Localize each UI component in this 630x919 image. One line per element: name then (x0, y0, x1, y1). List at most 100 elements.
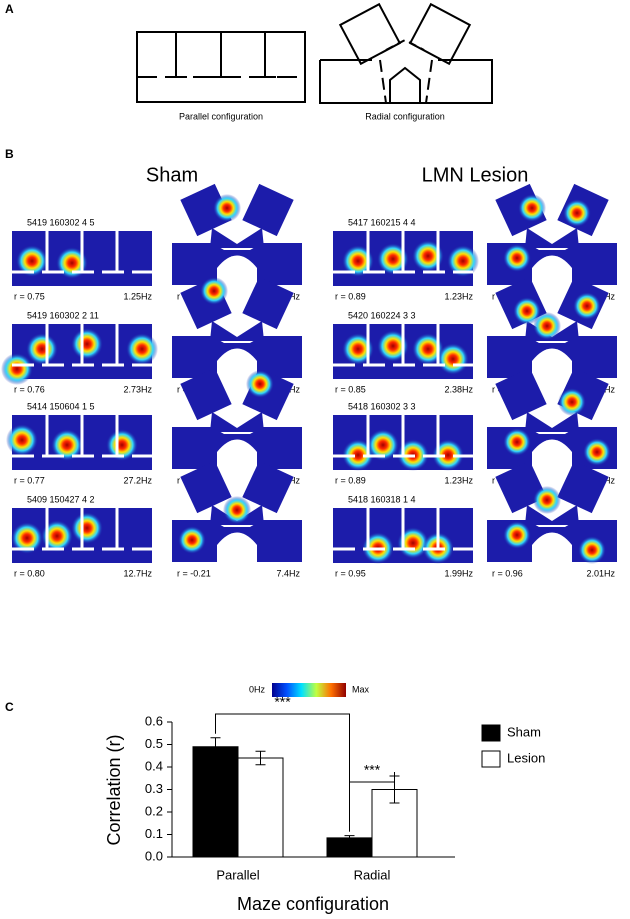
y-tick-label: 0.0 (145, 848, 163, 863)
map-area (210, 505, 264, 525)
radial-heatmap (487, 460, 617, 564)
cell-id: 5419 160302 2 11 (27, 310, 99, 320)
arch (532, 255, 572, 286)
significance: *** (364, 762, 381, 778)
map-area (525, 505, 579, 525)
hotspot (412, 333, 444, 365)
map-area (242, 276, 294, 330)
cell-id: 5419 160302 4 5 (27, 217, 95, 227)
bracket (349, 772, 395, 832)
hotspot (41, 520, 73, 552)
hotspot (367, 429, 399, 461)
legend-label: Sham (507, 724, 541, 739)
hotspot (200, 277, 228, 305)
hotspot (563, 199, 591, 227)
hotspot (342, 439, 374, 471)
map-area (525, 412, 579, 432)
correlation: r = 0.76 (14, 384, 45, 394)
bar (237, 757, 284, 858)
correlation: r = 0.95 (335, 568, 366, 578)
peak-rate: 2.01Hz (586, 568, 615, 578)
y-tick-label: 0.6 (145, 713, 163, 728)
parallel-maze (136, 31, 306, 103)
hotspot (437, 343, 469, 375)
cell-id: 5409 150427 4 2 (27, 494, 95, 504)
hotspot (213, 194, 241, 222)
map-area (180, 460, 232, 514)
arch (217, 439, 257, 470)
hotspot (342, 245, 374, 277)
bracket (215, 713, 350, 832)
legend-swatch (481, 724, 501, 742)
peak-rate: 7.4Hz (276, 568, 300, 578)
hotspot (518, 194, 546, 222)
hotspot (503, 521, 531, 549)
hotspot (533, 486, 561, 514)
map-area (495, 367, 547, 421)
hotspot (342, 333, 374, 365)
correlation: r = 0.85 (335, 384, 366, 394)
hotspot (223, 496, 251, 524)
map-area (210, 228, 264, 248)
arch (217, 255, 257, 286)
colorbar-min: 0Hz (249, 684, 266, 694)
peak-rate: 12.7Hz (123, 568, 152, 578)
correlation: r = 0.89 (335, 291, 366, 301)
correlation: r = 0.77 (14, 475, 45, 485)
cell-id: 5414 150604 1 5 (27, 401, 95, 411)
hotspot (377, 330, 409, 362)
caption: Radial configuration (365, 111, 445, 121)
hotspot (71, 328, 103, 360)
y-tick-label: 0.1 (145, 826, 163, 841)
arch (532, 439, 572, 470)
parallel-heatmap (333, 415, 473, 471)
radial-heatmap (172, 276, 302, 379)
y-tick-label: 0.3 (145, 781, 163, 796)
hotspot (513, 297, 541, 325)
map-area (242, 460, 294, 514)
hotspot (106, 429, 138, 461)
hotspot (71, 512, 103, 544)
peak-rate: 1.23Hz (444, 291, 473, 301)
map-area (210, 412, 264, 432)
radial-heatmap (487, 276, 617, 379)
peak-rate: 2.38Hz (444, 384, 473, 394)
arch (532, 532, 572, 563)
significance: *** (274, 694, 291, 710)
arch (532, 348, 572, 379)
map-area (557, 460, 609, 514)
radial-heatmap (172, 183, 302, 286)
correlation: r = 0.80 (14, 568, 45, 578)
hotspot (16, 245, 48, 277)
peak-rate: 27.2Hz (123, 475, 152, 485)
map-area (180, 367, 232, 421)
parallel-heatmap (333, 324, 473, 379)
parallel-heatmap (12, 231, 152, 286)
hotspot (6, 424, 38, 456)
hotspot (503, 244, 531, 272)
hotspot (533, 312, 561, 340)
cell-id: 5420 160224 3 3 (348, 310, 416, 320)
error-bar (344, 835, 355, 841)
hotspot (11, 522, 43, 554)
bar (192, 746, 239, 858)
arch (217, 532, 257, 563)
parallel-heatmap (1, 324, 158, 385)
radial-heatmap (172, 460, 302, 563)
hotspot (246, 370, 274, 398)
radial-heatmap (172, 367, 302, 470)
cell-id: 5417 160215 4 4 (348, 217, 416, 227)
correlation: r = 0.75 (14, 291, 45, 301)
panel-label: B (5, 147, 14, 161)
parallel-heatmap (333, 231, 479, 286)
correlation: r = -0.21 (177, 568, 211, 578)
bar-chart: 0.0 0.1 0.2 0.3 0.4 0.5 0.6 Correlation (r) Maze… (104, 694, 546, 914)
hotspot (573, 292, 601, 320)
map-area (210, 321, 264, 341)
radial-maze (319, 2, 493, 104)
hotspot (377, 243, 409, 275)
hotspot (503, 428, 531, 456)
error-bar (255, 750, 266, 766)
